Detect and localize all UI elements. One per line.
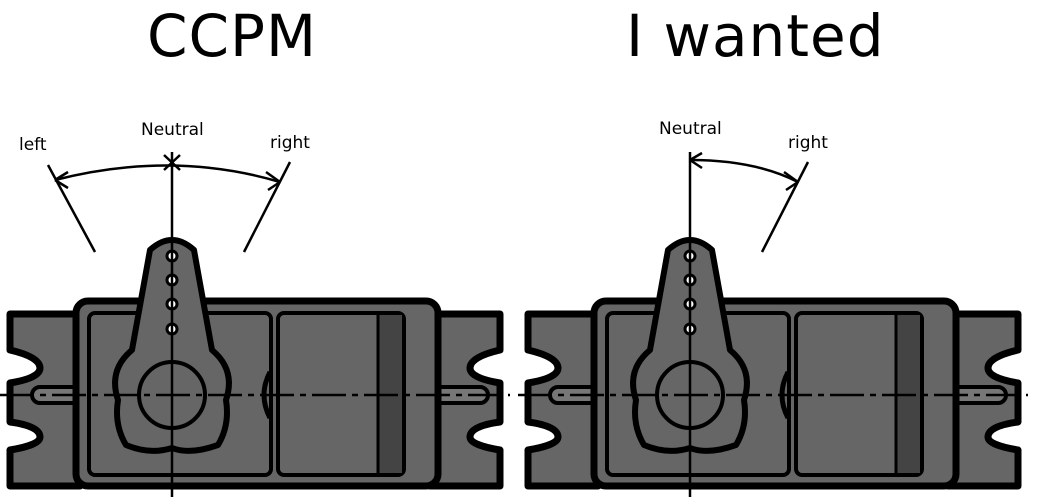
label-neutral-right: Neutral [659,119,722,139]
throw-arrows-right [689,151,810,253]
label-right-left: right [270,133,310,153]
label-neutral-left: Neutral [141,120,204,140]
panel-title-i-wanted: I wanted [626,2,885,70]
servo-right [518,152,1028,497]
panel-title-ccpm: CCPM [147,2,318,70]
servo-left [0,152,510,497]
label-left: left [19,135,47,155]
throw-arrows-left [46,154,292,253]
label-right-right: right [788,133,828,153]
